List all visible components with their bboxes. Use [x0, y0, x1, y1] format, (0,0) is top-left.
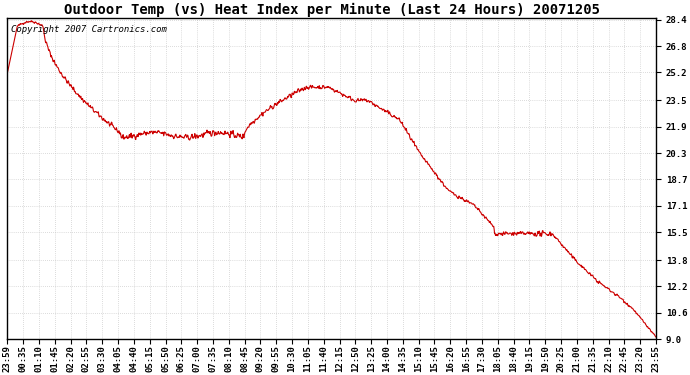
Title: Outdoor Temp (vs) Heat Index per Minute (Last 24 Hours) 20071205: Outdoor Temp (vs) Heat Index per Minute …	[63, 3, 600, 17]
Text: Copyright 2007 Cartronics.com: Copyright 2007 Cartronics.com	[10, 24, 166, 33]
